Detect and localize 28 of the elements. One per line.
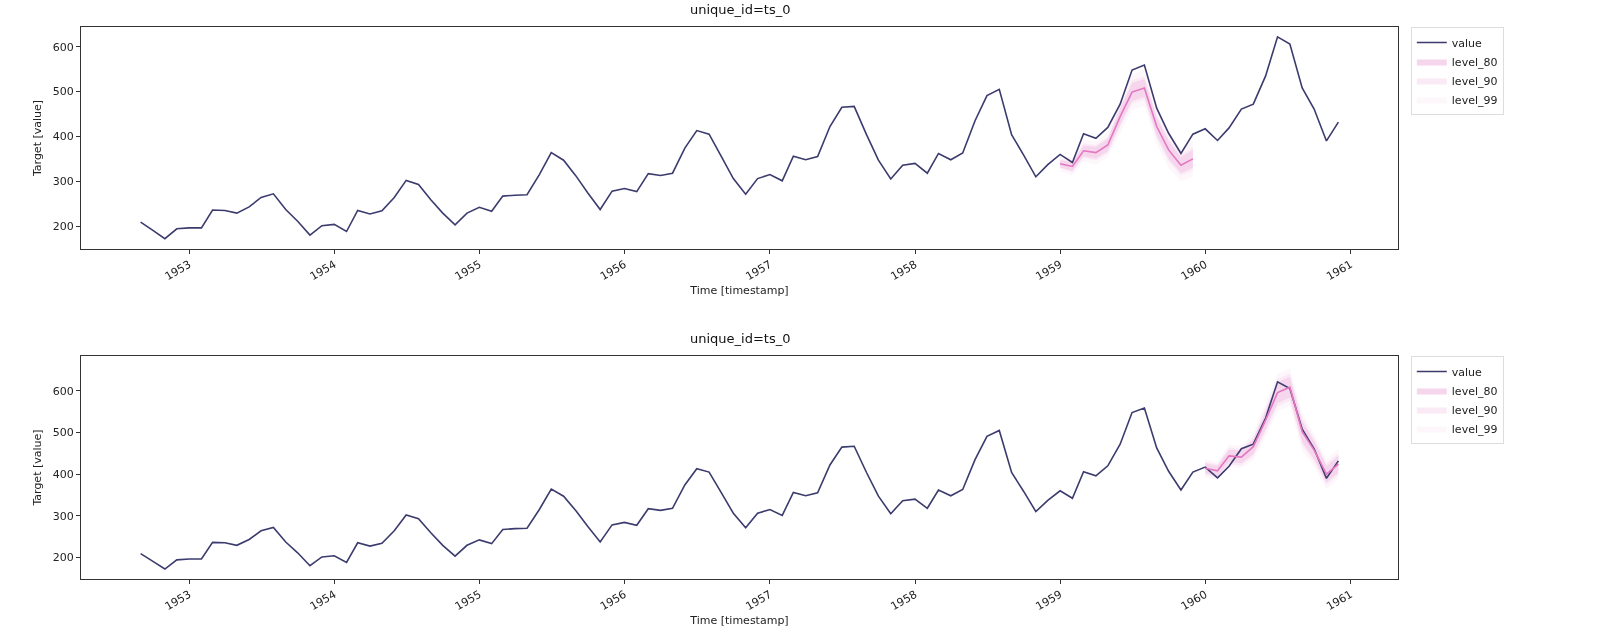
legend-label: level_90 xyxy=(1451,74,1498,88)
legend-label: level_80 xyxy=(1451,384,1498,398)
legend-label: level_80 xyxy=(1451,55,1498,69)
y-tick-label: 600 xyxy=(52,384,74,398)
line-series xyxy=(139,380,1340,570)
y-tick-label: 200 xyxy=(52,551,74,565)
chart-title: unique_id=ts_0 xyxy=(690,331,791,346)
x-axis-title: Time [timestamp] xyxy=(689,284,789,298)
legend-label: level_99 xyxy=(1451,422,1498,436)
legend-label: value xyxy=(1451,365,1483,379)
legend-label: level_99 xyxy=(1451,93,1498,107)
chart-title: unique_id=ts_0 xyxy=(690,2,791,17)
y-tick-label: 200 xyxy=(52,219,74,233)
y-axis-title: Target [value] xyxy=(31,429,45,507)
legend-label: value xyxy=(1451,36,1483,50)
line-series xyxy=(1059,87,1194,168)
y-tick-label: 500 xyxy=(52,426,74,440)
y-tick-label: 300 xyxy=(52,509,74,523)
x-axis-title: Time [timestamp] xyxy=(689,614,789,628)
y-tick-label: 400 xyxy=(52,468,74,482)
y-tick-label: 400 xyxy=(52,130,74,144)
legend-label: level_90 xyxy=(1451,403,1498,417)
y-tick-label: 500 xyxy=(52,85,74,99)
line-series xyxy=(139,36,1340,240)
line-series xyxy=(1204,386,1340,475)
y-tick-label: 300 xyxy=(52,175,74,189)
y-tick-label: 600 xyxy=(52,40,74,54)
y-axis-title: Target [value] xyxy=(31,99,45,178)
